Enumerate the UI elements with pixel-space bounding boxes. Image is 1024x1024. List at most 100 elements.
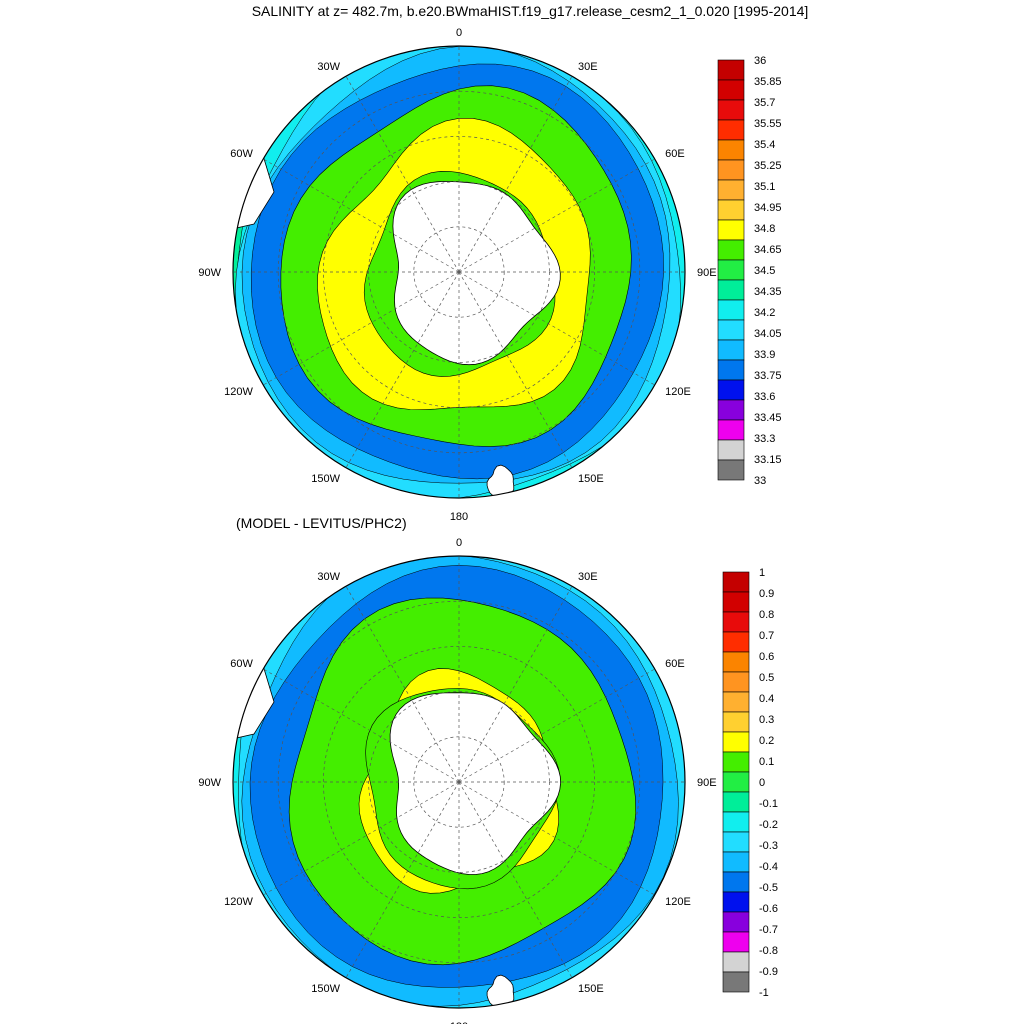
colorbar-swatch	[717, 439, 745, 461]
colorbar-label: 0.6	[759, 651, 774, 663]
colorbar-label: 0.4	[759, 693, 774, 705]
colorbar-swatch	[722, 831, 750, 853]
colorbar-swatch	[722, 951, 750, 973]
longitude-label: 150W	[311, 983, 340, 995]
colorbar-label: 34.95	[754, 202, 782, 214]
colorbar-swatch	[717, 399, 745, 421]
longitude-label: 90W	[198, 267, 221, 279]
longitude-label: 90E	[697, 777, 717, 789]
meridian-line	[345, 586, 460, 783]
meridian-line	[458, 781, 655, 896]
colorbar-label: 34.65	[754, 244, 782, 256]
colorbar-label: 35.55	[754, 118, 782, 130]
colorbar-label: 33.15	[754, 454, 782, 466]
salinity-colorbar: 36 35.85 35.7 35.55 35.4 35.25 35.1 34.95 34.8 34…	[717, 55, 782, 487]
colorbar-swatch	[717, 339, 745, 361]
difference-map-field	[233, 556, 685, 1008]
longitude-label: 60W	[230, 658, 253, 670]
longitude-label: 30W	[317, 571, 340, 583]
latitude-circle	[413, 226, 505, 318]
colorbar-label: -0.5	[759, 882, 778, 894]
colorbar-swatch	[717, 359, 745, 381]
colorbar-label: 33.75	[754, 370, 782, 382]
meridian-line	[263, 668, 460, 783]
colorbar-label: 0.9	[759, 588, 774, 600]
meridian-line	[263, 781, 460, 896]
colorbar-label: 35.25	[754, 160, 782, 172]
longitude-label: 120W	[224, 386, 253, 398]
colorbar-swatch	[722, 871, 750, 893]
longitude-label: 120E	[665, 386, 691, 398]
antarctica-land	[392, 180, 561, 366]
colorbar-swatch	[722, 611, 750, 633]
colorbar-label: 33.9	[754, 349, 775, 361]
colorbar-swatch	[722, 651, 750, 673]
colorbar-label: 34.2	[754, 307, 775, 319]
longitude-label: 180	[450, 1021, 468, 1024]
colorbar-label: 0.3	[759, 714, 774, 726]
colorbar-label: 33.3	[754, 433, 775, 445]
colorbar-label: -0.4	[759, 861, 778, 873]
colorbar-label: 34.35	[754, 286, 782, 298]
colorbar-label: -0.8	[759, 945, 778, 957]
colorbar-label: -0.3	[759, 840, 778, 852]
colorbar-swatch	[717, 159, 745, 181]
colorbar-label: 0.7	[759, 630, 774, 642]
colorbar-label: -0.1	[759, 798, 778, 810]
latitude-circle	[413, 736, 505, 828]
longitude-label: 30E	[578, 571, 598, 583]
latitude-circle	[323, 646, 595, 918]
colorbar-label: 1	[759, 567, 765, 579]
meridian-line	[263, 158, 460, 273]
colorbar-label: 34.5	[754, 265, 775, 277]
colorbar-swatch	[717, 179, 745, 201]
colorbar-label: -0.9	[759, 966, 778, 978]
figure-title: SALINITY at z= 482.7m, b.e20.BWmaHIST.f1…	[252, 3, 809, 19]
meridian-line	[458, 586, 573, 783]
longitude-label: 90E	[697, 267, 717, 279]
meridian-line	[458, 271, 655, 386]
colorbar-swatch	[722, 631, 750, 653]
colorbar-label: -0.2	[759, 819, 778, 831]
colorbar-label: 35.4	[754, 139, 775, 151]
longitude-label: 180	[450, 511, 468, 523]
colorbar-label: 0	[759, 777, 765, 789]
meridian-line	[345, 781, 460, 978]
longitude-label: 30W	[317, 61, 340, 73]
colorbar-swatch	[722, 811, 750, 833]
colorbar-swatch	[717, 279, 745, 301]
meridian-line	[458, 781, 573, 978]
colorbar-swatch	[717, 79, 745, 101]
colorbar-label: 35.85	[754, 76, 782, 88]
latitude-circle	[323, 136, 595, 408]
colorbar-swatch	[717, 299, 745, 321]
meridian-line	[458, 271, 573, 468]
longitude-label: 0	[456, 27, 462, 39]
colorbar-swatch	[722, 971, 750, 993]
colorbar-swatch	[722, 711, 750, 733]
colorbar-swatch	[717, 459, 745, 481]
longitude-label: 60E	[665, 148, 685, 160]
longitude-label: 150E	[578, 473, 604, 485]
colorbar-label: -0.6	[759, 903, 778, 915]
longitude-label: 120W	[224, 896, 253, 908]
colorbar-label: 35.7	[754, 97, 775, 109]
colorbar-label: 0.5	[759, 672, 774, 684]
longitude-label: 60W	[230, 148, 253, 160]
colorbar-swatch	[722, 671, 750, 693]
colorbar-swatch	[717, 139, 745, 161]
colorbar-swatch	[717, 119, 745, 141]
longitude-label: 150W	[311, 473, 340, 485]
difference-subtitle: (MODEL - LEVITUS/PHC2)	[236, 515, 407, 531]
longitude-label: 30E	[578, 61, 598, 73]
longitude-label: 120E	[665, 896, 691, 908]
colorbar-label: 34.8	[754, 223, 775, 235]
colorbar-label: 0.1	[759, 756, 774, 768]
map-outline	[232, 45, 686, 499]
colorbar-swatch	[722, 731, 750, 753]
meridian-line	[263, 271, 460, 386]
colorbar-swatch	[717, 259, 745, 281]
difference-map-panel: 0 30E 60E 90E 120E 150E 180 150W 120W 90W 60W 30W	[198, 537, 717, 1024]
longitude-label: 150E	[578, 983, 604, 995]
